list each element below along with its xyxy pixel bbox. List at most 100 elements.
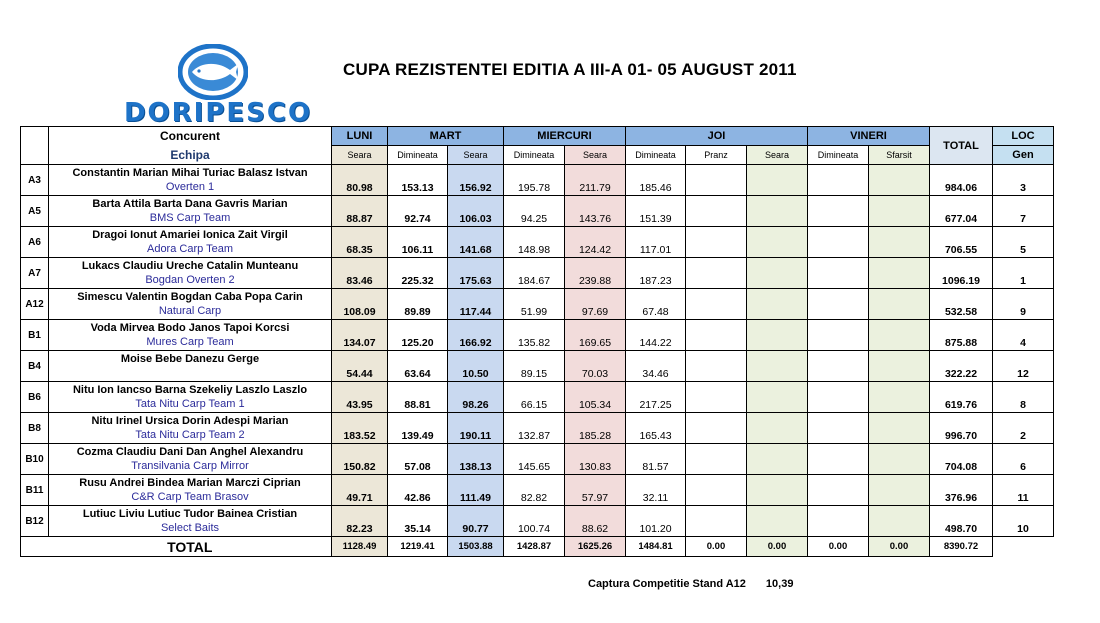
row-loc: 10 [992,505,1054,537]
score-cell: 57.08 [387,443,448,475]
score-cell: 217.25 [625,381,686,413]
score-cell: 97.69 [564,288,626,320]
competitor-names: Nitu Irinel Ursica Dorin Adespi Marian [91,415,289,427]
score-cell: 165.43 [625,412,686,444]
score-cell: 132.87 [503,412,565,444]
competitor-names: Cozma Claudiu Dani Dan Anghel Alexandru [76,446,304,458]
header-loc: LOC [992,126,1054,146]
score-cell [746,257,808,289]
score-cell: 187.23 [625,257,686,289]
score-cell: 183.52 [331,412,388,444]
score-cell: 88.81 [387,381,448,413]
score-cell [685,474,747,506]
team-name: Tata Nitu Carp Team 1 [135,398,245,410]
score-cell [807,412,869,444]
team-name: Bogdan Overten 2 [145,274,235,286]
row-total: 706.55 [929,226,993,258]
row-total: 322.22 [929,350,993,382]
competitor-names: Dragoi Ionut Amariei Ionica Zait Virgil [92,229,288,241]
team-name: Overten 1 [165,181,215,193]
row-total: 875.88 [929,319,993,351]
table-row: A6 Dragoi Ionut Amariei Ionica Zait Virgi… [20,226,1054,258]
score-cell: 108.09 [331,288,388,320]
table-row: B10 Cozma Claudiu Dani Dan Anghel Alexand… [20,443,1054,475]
row-total: 1096.19 [929,257,993,289]
competitor-names: Rusu Andrei Bindea Marian Marczi Ciprian [79,477,301,489]
row-total: 498.70 [929,505,993,537]
score-cell: 70.03 [564,350,626,382]
row-total: 376.96 [929,474,993,506]
table-row: A12 Simescu Valentin Bogdan Caba Popa Car… [20,288,1054,320]
table-row: B11 Rusu Andrei Bindea Marian Marczi Cipr… [20,474,1054,506]
score-cell: 94.25 [503,195,565,227]
competitor-names: Barta Attila Barta Dana Gavris Marian [92,198,288,210]
footnote: Captura Competitie Stand A12 10,39 [588,578,793,590]
score-cell: 169.65 [564,319,626,351]
score-cell [685,226,747,258]
fish-emblem-icon [178,44,248,100]
score-cell [746,381,808,413]
score-cell [868,474,930,506]
row-code: A6 [20,226,49,258]
footnote-value: 10,39 [765,578,794,590]
row-concurent: Nitu Irinel Ursica Dorin Adespi Marian Ta… [48,412,332,444]
score-cell: 195.78 [503,164,565,196]
doripesco-logo: DORIPESCO [108,44,328,128]
header-luni: LUNI [331,126,388,146]
table-row: B4 Moise Bebe Danezu Gerge 54.44 63.64 10.50… [20,350,1054,382]
score-cell: 10.50 [447,350,504,382]
score-cell: 82.82 [503,474,565,506]
score-cell: 225.32 [387,257,448,289]
row-concurent: Simescu Valentin Bogdan Caba Popa Carin N… [48,288,332,320]
row-loc: 1 [992,257,1054,289]
header-miercuri: MIERCURI [503,126,626,146]
score-cell [685,350,747,382]
header-total: TOTAL [929,126,993,165]
row-concurent: Nitu Ion Iancso Barna Szekeliy Laszlo La… [48,381,332,413]
score-cell [685,412,747,444]
header-concurent: Concurent [48,126,332,146]
row-loc: 8 [992,381,1054,413]
subheader: Dimineata [387,145,448,165]
total-cell: 1484.81 [625,536,686,557]
score-cell: 82.23 [331,505,388,537]
table-row: B6 Nitu Ion Iancso Barna Szekeliy Laszlo … [20,381,1054,413]
subheader: Seara [447,145,504,165]
score-cell: 43.95 [331,381,388,413]
score-cell: 35.14 [387,505,448,537]
score-cell [746,226,808,258]
score-cell: 185.46 [625,164,686,196]
score-cell [746,505,808,537]
header-vineri: VINERI [807,126,930,146]
row-code: B12 [20,505,49,537]
score-cell: 156.92 [447,164,504,196]
score-cell [746,164,808,196]
grand-total: 8390.72 [929,536,993,557]
score-cell: 134.07 [331,319,388,351]
totals-label: TOTAL [48,536,332,557]
score-cell: 88.87 [331,195,388,227]
score-cell: 90.77 [447,505,504,537]
subheader: Sfarsit [868,145,930,165]
competitor-names: Lutiuc Liviu Lutiuc Tudor Bainea Cristia… [82,508,298,520]
team-name: BMS Carp Team [149,212,231,224]
team-name: Select Baits [160,522,220,534]
subheader: Seara [331,145,388,165]
score-cell: 101.20 [625,505,686,537]
score-cell: 111.49 [447,474,504,506]
score-cell: 144.22 [625,319,686,351]
competitor-names: Simescu Valentin Bogdan Caba Popa Carin [77,291,303,303]
score-cell [868,164,930,196]
score-cell: 117.44 [447,288,504,320]
score-cell: 54.44 [331,350,388,382]
row-loc: 4 [992,319,1054,351]
score-cell [807,381,869,413]
score-cell [807,164,869,196]
total-cell: 0.00 [807,536,869,557]
score-cell [807,257,869,289]
row-concurent: Lutiuc Liviu Lutiuc Tudor Bainea Cristia… [48,505,332,537]
score-cell: 124.42 [564,226,626,258]
row-code: B6 [20,381,49,413]
team-name: Transilvania Carp Mirror [131,460,249,472]
score-cell [685,257,747,289]
